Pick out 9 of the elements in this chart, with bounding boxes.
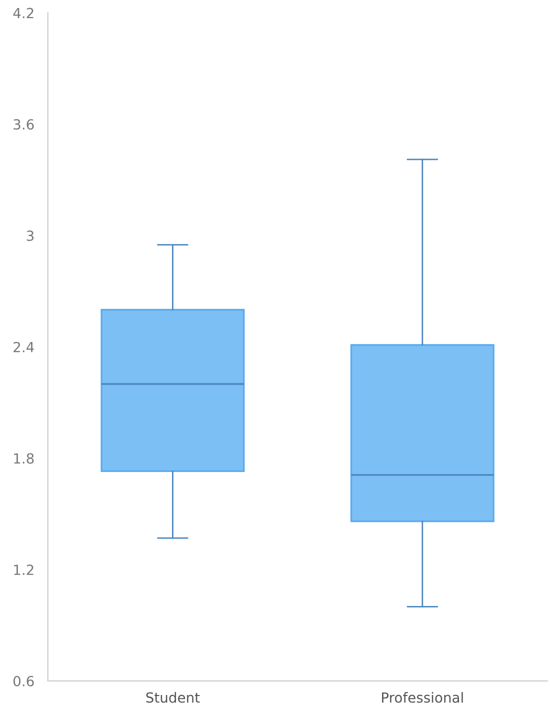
- y-tick-label: 2.4: [14, 342, 34, 352]
- y-tick-label: 3.6: [14, 119, 34, 130]
- y-tick-label: 3: [26, 230, 34, 241]
- y-tick-label: 0.6: [13, 676, 34, 686]
- y-tick-label: 4.2: [13, 8, 34, 18]
- y-tick-label: 1.8: [14, 453, 34, 464]
- y-tick-label: 1.2: [14, 564, 34, 575]
- x-tick-label: Student: [146, 692, 200, 703]
- x-tick-label: Professional: [382, 692, 463, 703]
